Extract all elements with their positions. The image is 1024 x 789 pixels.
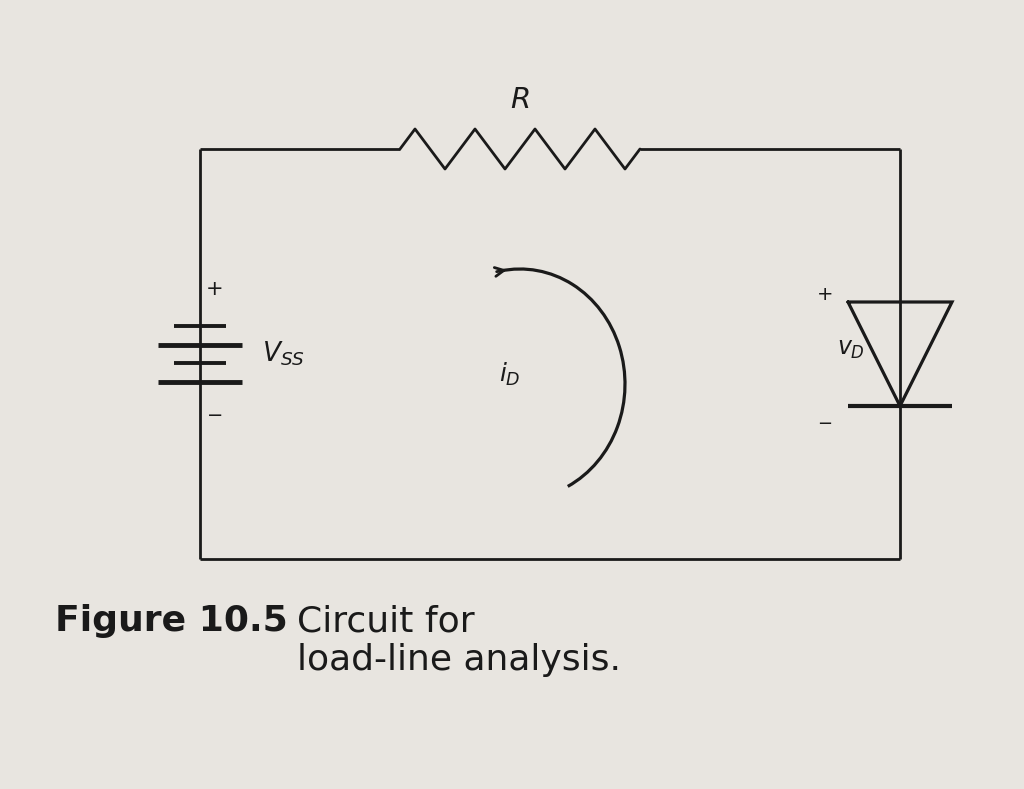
Text: $v_D$: $v_D$ (837, 337, 865, 361)
Text: −: − (207, 406, 223, 425)
Text: Figure 10.5: Figure 10.5 (55, 604, 288, 638)
Text: +: + (206, 279, 224, 299)
Text: Circuit for
load-line analysis.: Circuit for load-line analysis. (297, 604, 621, 678)
Text: $V_{SS}$: $V_{SS}$ (262, 340, 305, 368)
Text: $i_D$: $i_D$ (500, 361, 521, 387)
FancyArrowPatch shape (495, 267, 504, 276)
Text: +: + (817, 285, 834, 304)
Text: $R$: $R$ (510, 86, 529, 114)
Text: −: − (817, 415, 833, 433)
